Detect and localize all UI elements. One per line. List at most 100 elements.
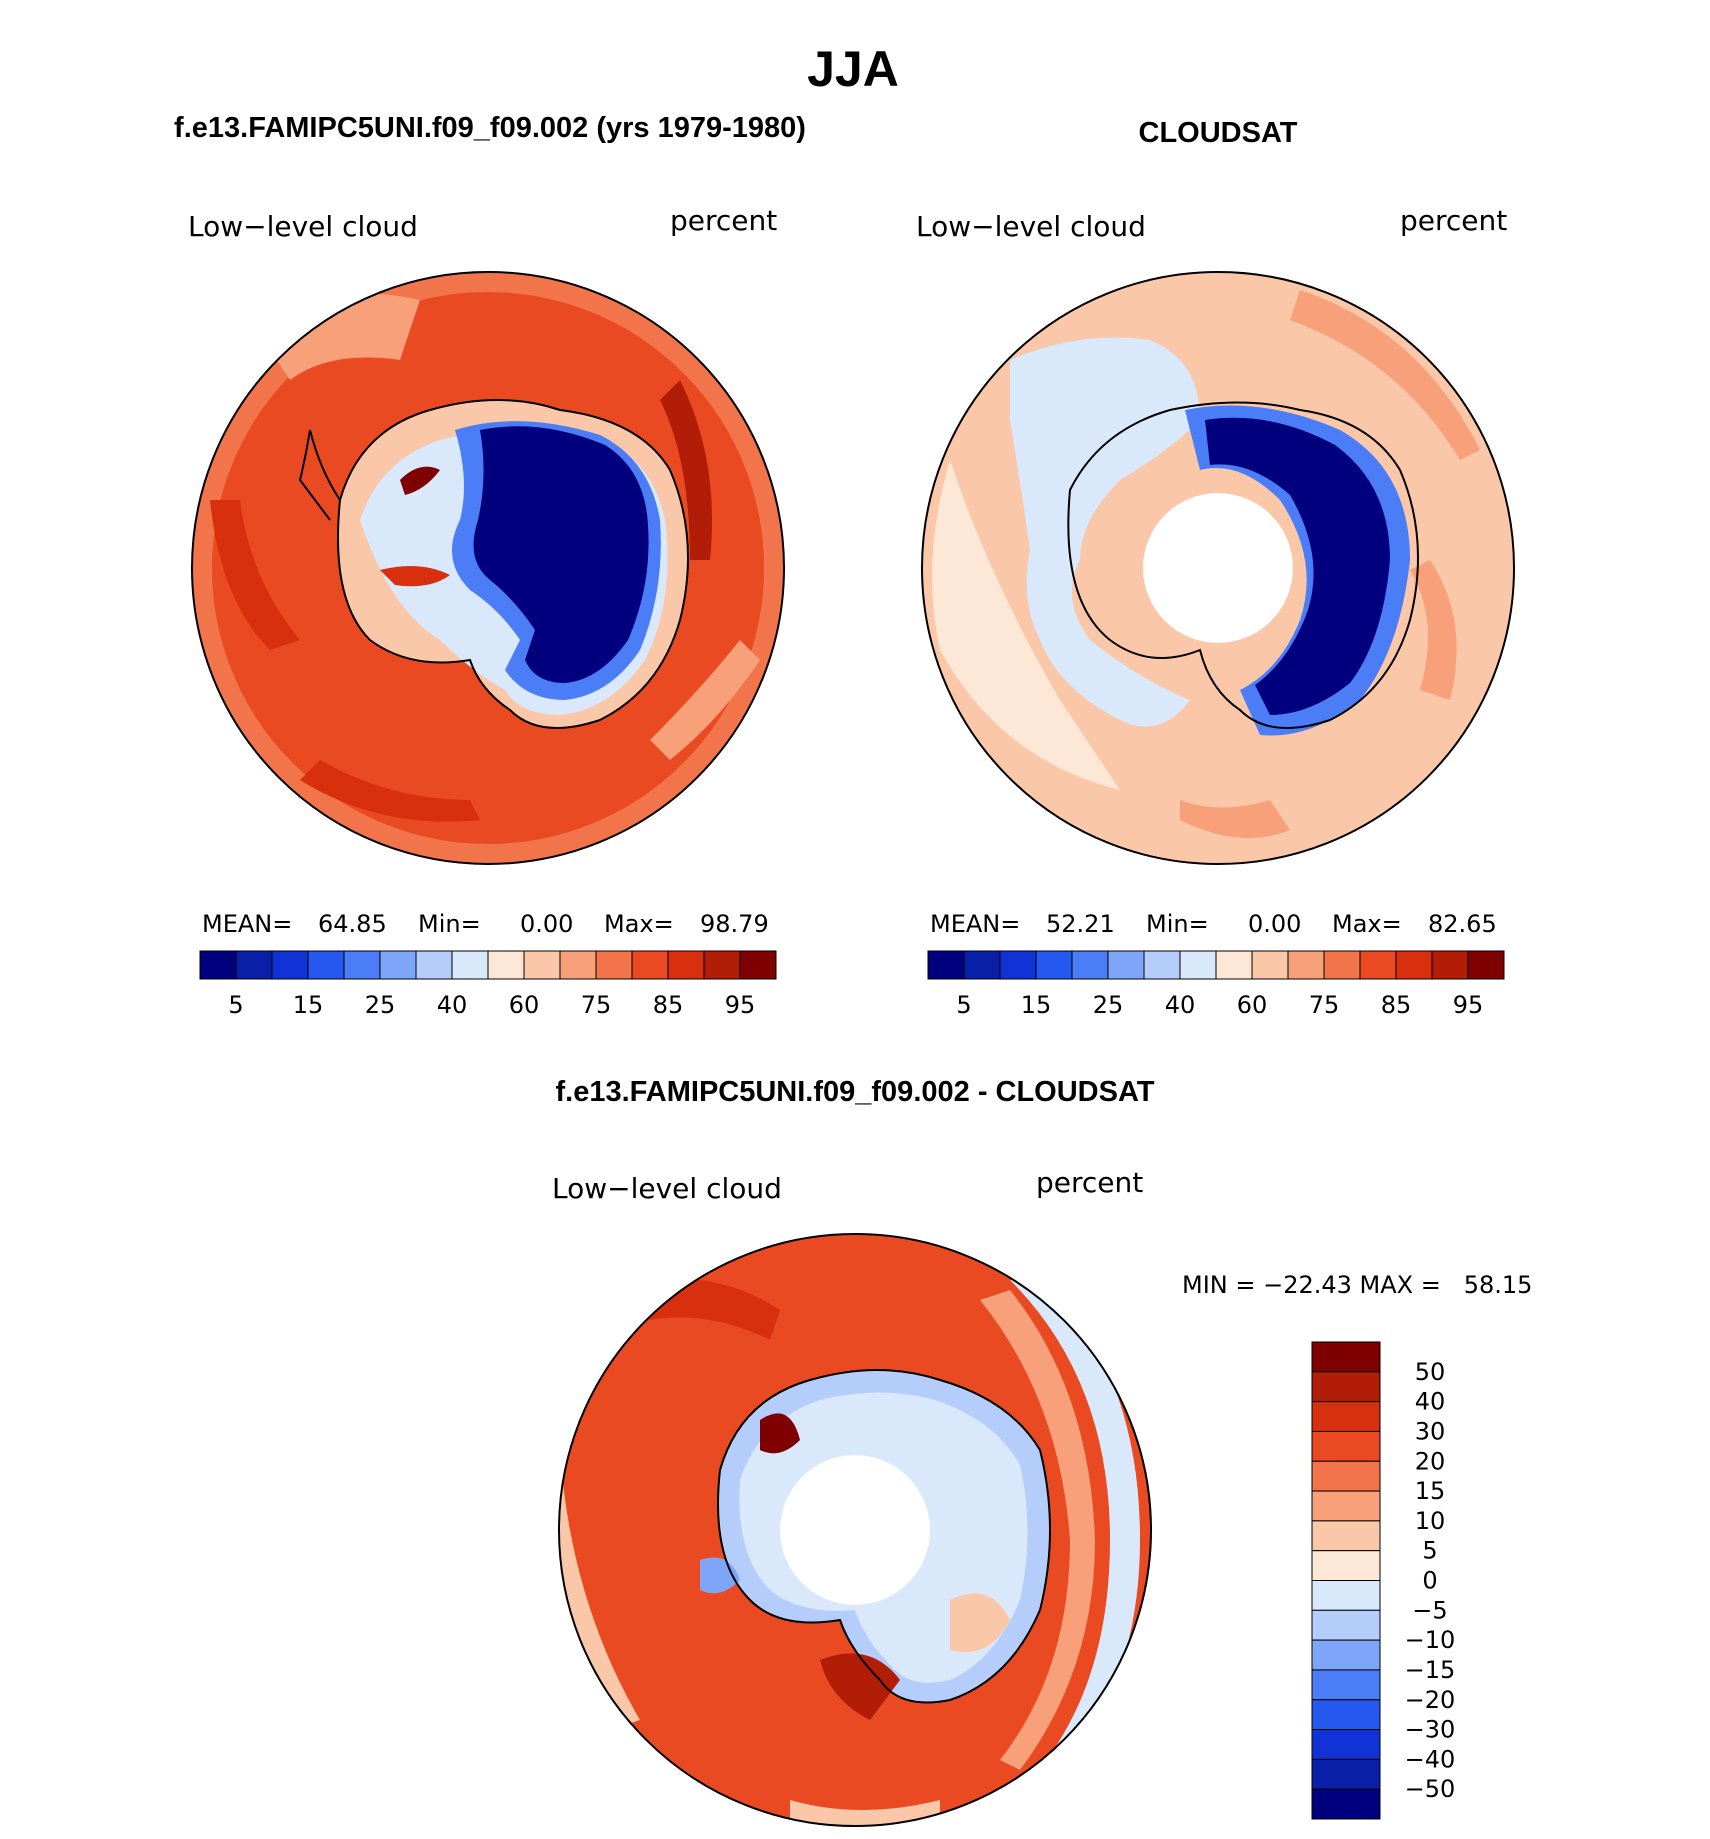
panel-a-colorbar-swatch	[703, 950, 741, 980]
panel-a-colorbar-tick-label: 25	[365, 991, 396, 1019]
panel-b-colorbar-swatch	[999, 950, 1037, 980]
panel-a-colorbar-tick-label: 85	[653, 991, 684, 1019]
panel-c: Low−level cloud percent MIN = −22.43 MAX…	[552, 1166, 1532, 1827]
panel-b-colorbar-tick-label: 5	[956, 991, 971, 1019]
panel-c-colorbar-tick-label: −50	[1405, 1775, 1456, 1803]
panel-c-colorbar-swatch	[1311, 1699, 1381, 1731]
panel-a-peninsula	[298, 429, 341, 521]
panel-c-colorbar-swatch	[1311, 1758, 1381, 1790]
panel-b-colorbar-tick-label: 25	[1093, 991, 1124, 1019]
panel-c-colorbar-swatch	[1311, 1490, 1381, 1522]
panel-b-variable: Low−level cloud	[916, 210, 1146, 243]
panel-c-variable: Low−level cloud	[552, 1172, 782, 1205]
panel-b-title: CLOUDSAT	[1139, 117, 1298, 149]
panel-c-colorbar-tick-label: 50	[1415, 1358, 1446, 1386]
panel-c-colorbar-swatch	[1311, 1550, 1381, 1581]
panel-c-colorbar-tick-label: −30	[1405, 1716, 1456, 1744]
panel-b-colorbar-swatch	[1395, 950, 1433, 980]
panel-b-map-border	[921, 271, 1515, 865]
panel-a-colorbar-tick-label: 40	[437, 991, 468, 1019]
panel-c-map-border	[558, 1233, 1152, 1827]
panel-c-colorbar-swatch	[1311, 1669, 1381, 1701]
panel-a-mean-label: MEAN=	[202, 910, 292, 938]
page-title: JJA	[807, 41, 899, 97]
panel-b-colorbar-tick-label: 85	[1381, 991, 1412, 1019]
panel-c-colorbar-swatch	[1311, 1430, 1381, 1462]
panel-a-colorbar-swatch	[595, 950, 633, 980]
panel-a-colorbar-swatch	[451, 950, 489, 980]
panel-c-colorbar-tick-label: −5	[1412, 1596, 1447, 1624]
panel-c-colorbar-tick-label: 15	[1415, 1477, 1446, 1505]
panel-c-coastline	[717, 1369, 1051, 1704]
panel-b-colorbar-swatch	[927, 950, 965, 980]
panel-b-stats: MEAN= 52.21 Min= 0.00 Max= 82.65	[930, 910, 1497, 938]
panel-c-colorbar-swatch	[1311, 1580, 1381, 1611]
panel-a-colorbar-swatch	[523, 950, 561, 980]
panel-b-colorbar-swatch	[1251, 950, 1289, 980]
panel-a-max-label: Max=	[604, 910, 674, 938]
panel-b-min-value: 0.00	[1248, 910, 1301, 938]
panel-b-colorbar-swatch	[1467, 950, 1505, 980]
panel-c-colorbar-swatch	[1311, 1729, 1381, 1760]
panel-a-colorbar-swatch	[631, 950, 669, 980]
panel-b-colorbar-tick-label: 95	[1453, 991, 1484, 1019]
panel-a-colorbar-swatch	[199, 950, 237, 980]
panel-b-colorbar-swatch	[1143, 950, 1181, 980]
panel-c-title: f.e13.FAMIPC5UNI.f09_f09.002 - CLOUDSAT	[556, 1076, 1155, 1108]
panel-c-units: percent	[1036, 1166, 1143, 1199]
panel-a-units: percent	[670, 204, 777, 237]
panel-a-colorbar-swatch	[415, 950, 453, 980]
panel-a-colorbar-swatch	[343, 950, 381, 980]
panel-b-colorbar-swatch	[1287, 950, 1325, 980]
panel-c-colorbar-swatch	[1311, 1520, 1381, 1552]
panel-a-min-value: 0.00	[520, 910, 573, 938]
panel-b-colorbar-tick-label: 75	[1309, 991, 1340, 1019]
panel-c-colorbar-swatch	[1311, 1341, 1381, 1373]
panel-a-coastline	[337, 399, 689, 729]
panel-c-colorbar-swatch	[1311, 1788, 1381, 1820]
panel-c-colorbar-tick-label: 5	[1422, 1537, 1437, 1565]
panel-b-max-value: 82.65	[1428, 910, 1497, 938]
panel-c-colorbar-swatch	[1311, 1460, 1381, 1492]
panel-a-title: f.e13.FAMIPC5UNI.f09_f09.002 (yrs 1979-1…	[174, 112, 806, 144]
panel-b-colorbar-swatch	[1071, 950, 1109, 980]
panel-b-colorbar-tick-label: 40	[1165, 991, 1196, 1019]
panel-a-colorbar-swatch	[235, 950, 273, 980]
panel-a-map-border	[191, 271, 785, 865]
panel-b-units: percent	[1400, 204, 1507, 237]
panel-a-max-value: 98.79	[700, 910, 769, 938]
panel-a-mean-value: 64.85	[318, 910, 387, 938]
panel-a: Low−level cloud percent	[188, 204, 785, 865]
panel-b-colorbar: 5 15 25 40 60 75 85 95	[927, 950, 1505, 1019]
panel-a-colorbar-tick-label: 15	[293, 991, 324, 1019]
panel-c-colorbar-tick-label: 0	[1422, 1567, 1437, 1595]
panel-a-min-label: Min=	[418, 910, 481, 938]
panel-b-colorbar-swatch	[1179, 950, 1217, 980]
panel-a-colorbar-tick-label: 95	[725, 991, 756, 1019]
panel-a-colorbar-tick-label: 60	[509, 991, 540, 1019]
panel-a-variable: Low−level cloud	[188, 210, 418, 243]
panel-c-colorbar-swatch	[1311, 1371, 1381, 1403]
panel-c-colorbar-swatch	[1311, 1609, 1381, 1641]
panel-a-colorbar-swatch	[667, 950, 705, 980]
panel-b-coastline	[1067, 401, 1419, 729]
panel-a-map	[192, 272, 784, 864]
panel-b-colorbar-swatch	[963, 950, 1001, 980]
panel-b-colorbar-swatch	[1323, 950, 1361, 980]
panel-b-map	[922, 272, 1514, 864]
panel-b: Low−level cloud percent	[916, 204, 1515, 865]
panel-c-colorbar-swatch	[1311, 1401, 1381, 1432]
panel-a-colorbar-tick-label: 75	[581, 991, 612, 1019]
panel-a-colorbar: 5 15 25 40 60 75 85 95	[199, 950, 777, 1019]
panel-b-min-label: Min=	[1146, 910, 1209, 938]
panel-c-colorbar-tick-label: −15	[1405, 1656, 1456, 1684]
panel-b-colorbar-swatch	[1359, 950, 1397, 980]
panel-a-colorbar-swatch	[559, 950, 597, 980]
panel-b-colorbar-swatch	[1035, 950, 1073, 980]
panel-a-colorbar-swatch	[307, 950, 345, 980]
panel-c-colorbar-tick-label: −10	[1405, 1626, 1456, 1654]
panel-a-stats: MEAN= 64.85 Min= 0.00 Max= 98.79	[202, 910, 769, 938]
panel-b-colorbar-tick-label: 60	[1237, 991, 1268, 1019]
